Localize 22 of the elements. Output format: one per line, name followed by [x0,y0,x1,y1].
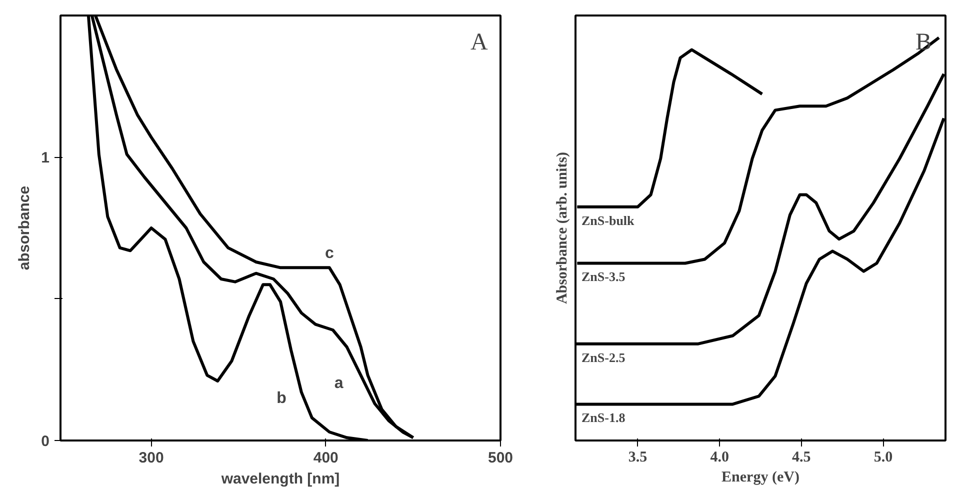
y-axis-title: Absorbance (arb. units) [554,152,570,304]
x-axis-title: wavelength [nm] [220,470,340,488]
series-label: a [334,374,344,392]
y-tick-label: 1 [41,150,50,167]
x-tick-label: 500 [488,450,514,466]
annotation: A [470,30,488,56]
x-axis-title: Energy (eV) [722,470,800,486]
x-tick-label: 4.0 [710,450,729,466]
series-label: ZnS-bulk [582,212,636,228]
x-tick-label: 3.5 [628,450,648,466]
annotation: B [916,30,932,56]
y-tick-label: 0 [41,433,50,450]
y-axis-title: absorbance [16,186,34,270]
series-label: b [276,390,287,407]
series-label: ZnS-1.8 [582,410,626,426]
series-label: c [324,245,334,262]
x-tick-label: 4.5 [792,450,811,466]
series-label: ZnS-3.5 [582,269,626,284]
x-tick-label: 5.0 [874,450,893,466]
series-label: ZnS-2.5 [582,350,626,365]
x-tick-label: 300 [138,450,164,466]
x-tick-label: 400 [313,450,338,466]
